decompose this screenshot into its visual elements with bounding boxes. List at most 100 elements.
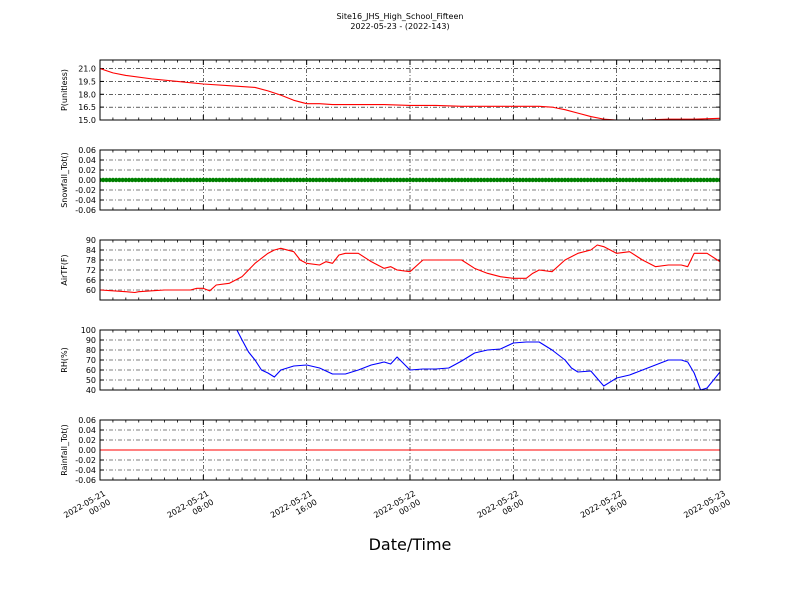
data-point: [482, 177, 487, 183]
data-point: [423, 177, 429, 183]
y-tick-label: 90: [86, 236, 96, 245]
y-axis-label: P(unitless): [60, 69, 69, 111]
data-point: [343, 177, 348, 183]
data-point: [110, 177, 116, 183]
data-point: [291, 177, 296, 183]
data-point: [662, 177, 668, 183]
y-tick-label: -0.04: [75, 196, 96, 205]
data-point: [569, 177, 574, 183]
data-point: [646, 177, 652, 183]
data-point: [226, 177, 232, 183]
data-point: [669, 177, 674, 183]
data-point: [159, 177, 164, 183]
data-point: [246, 177, 251, 183]
y-tick-label: -0.02: [75, 186, 96, 195]
data-point: [259, 177, 264, 183]
data-point: [427, 177, 432, 183]
series-group: [236, 330, 720, 390]
data-point: [356, 177, 361, 183]
data-point: [643, 177, 648, 183]
data-point: [210, 177, 216, 183]
data-point: [162, 177, 167, 183]
x-tick-label: 2022-05-2216:00: [579, 489, 629, 529]
x-axis-label: Date/Time: [369, 535, 452, 554]
y-tick-label: 80: [86, 346, 96, 355]
y-axis-label: Rainfall_Tot(): [60, 424, 69, 476]
data-point: [149, 177, 154, 183]
y-axis-label: AirTF(F): [60, 254, 69, 285]
data-point: [459, 177, 464, 183]
panel-frame: [99, 419, 721, 481]
data-point: [601, 177, 606, 183]
data-point: [223, 177, 229, 183]
data-point: [388, 177, 393, 183]
data-point: [436, 177, 442, 183]
data-point: [333, 177, 338, 183]
data-point: [559, 177, 564, 183]
data-point: [653, 177, 658, 183]
data-point: [204, 177, 209, 183]
data-point: [507, 177, 513, 183]
data-point: [146, 177, 151, 183]
data-point: [178, 177, 183, 183]
data-point: [595, 177, 600, 183]
data-point: [411, 177, 416, 183]
data-point: [443, 177, 448, 183]
data-point: [649, 177, 655, 183]
y-tick-label: 0.02: [78, 166, 96, 175]
data-point: [336, 177, 342, 183]
data-point: [143, 177, 148, 183]
series-group: [100, 244, 720, 294]
data-point: [440, 177, 445, 183]
data-point: [453, 177, 458, 183]
y-axis-label: Snowfall_Tot(): [60, 152, 69, 208]
panel-frame: [99, 329, 721, 391]
data-point: [362, 177, 367, 183]
data-point: [562, 177, 568, 183]
data-point: [288, 177, 293, 183]
data-point: [520, 177, 526, 183]
data-point: [172, 177, 177, 183]
data-point: [666, 177, 671, 183]
data-point: [262, 177, 267, 183]
data-point: [556, 177, 561, 183]
panel-1: 15.0 16.5 18.0 19.5 21.0 P(unitless): [60, 59, 721, 125]
data-point: [640, 177, 645, 183]
panel-frame: [99, 239, 721, 301]
data-point: [675, 177, 681, 183]
data-point: [398, 177, 403, 183]
data-point: [637, 177, 642, 183]
data-point: [113, 177, 119, 183]
series-line: [100, 68, 720, 120]
data-point: [307, 177, 313, 183]
data-point: [598, 177, 603, 183]
data-point: [698, 177, 703, 183]
panel-frame: [99, 59, 721, 121]
data-point: [585, 177, 590, 183]
data-point: [433, 177, 439, 183]
data-point: [126, 177, 132, 183]
data-point: [714, 177, 719, 183]
data-point: [420, 177, 426, 183]
data-point: [168, 177, 174, 183]
data-point: [181, 177, 187, 183]
data-point: [566, 177, 571, 183]
data-point: [511, 177, 516, 183]
data-point: [449, 177, 455, 183]
data-point: [401, 177, 406, 183]
data-point: [188, 177, 193, 183]
data-point: [104, 177, 109, 183]
data-point: [339, 177, 345, 183]
data-point: [498, 177, 503, 183]
panel-frame: [99, 149, 721, 211]
y-tick-label: 50: [86, 376, 96, 385]
data-point: [469, 177, 474, 183]
data-point: [391, 177, 397, 183]
y-tick-label: 16.5: [78, 103, 96, 112]
data-point: [414, 177, 419, 183]
data-point: [540, 177, 545, 183]
data-point: [207, 177, 212, 183]
data-point: [672, 177, 677, 183]
